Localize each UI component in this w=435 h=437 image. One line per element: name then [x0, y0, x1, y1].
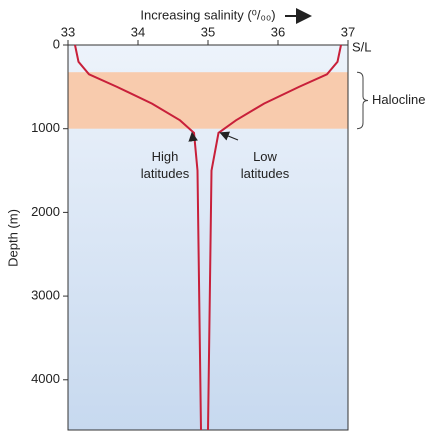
halocline-brace [356, 71, 369, 130]
chart-title: Increasing salinity (⁰/₀₀) [140, 7, 275, 22]
y-tick-label: 3000 [31, 288, 60, 303]
x-end-label: S/L [352, 39, 372, 54]
x-tick-label: 35 [201, 24, 215, 39]
halocline-label: Halocline [372, 92, 425, 107]
pointer-arrow [188, 131, 198, 142]
y-tick-label: 2000 [31, 204, 60, 219]
series-label: Low latitudes [240, 149, 290, 181]
pointer-arrow [219, 131, 239, 141]
x-tick-label: 34 [131, 24, 145, 39]
y-tick-label: 1000 [31, 120, 60, 135]
line [74, 44, 202, 431]
y-axis-label: Depth (m) [5, 209, 20, 267]
series-label: High latitudes [140, 149, 190, 181]
line [207, 44, 342, 431]
halocline-band [68, 72, 348, 129]
y-tick-label: 0 [53, 36, 60, 51]
x-tick-label: 33 [61, 24, 75, 39]
x-tick-label: 36 [271, 24, 285, 39]
x-tick-label: 37 [341, 24, 355, 39]
y-tick-label: 4000 [31, 371, 60, 386]
